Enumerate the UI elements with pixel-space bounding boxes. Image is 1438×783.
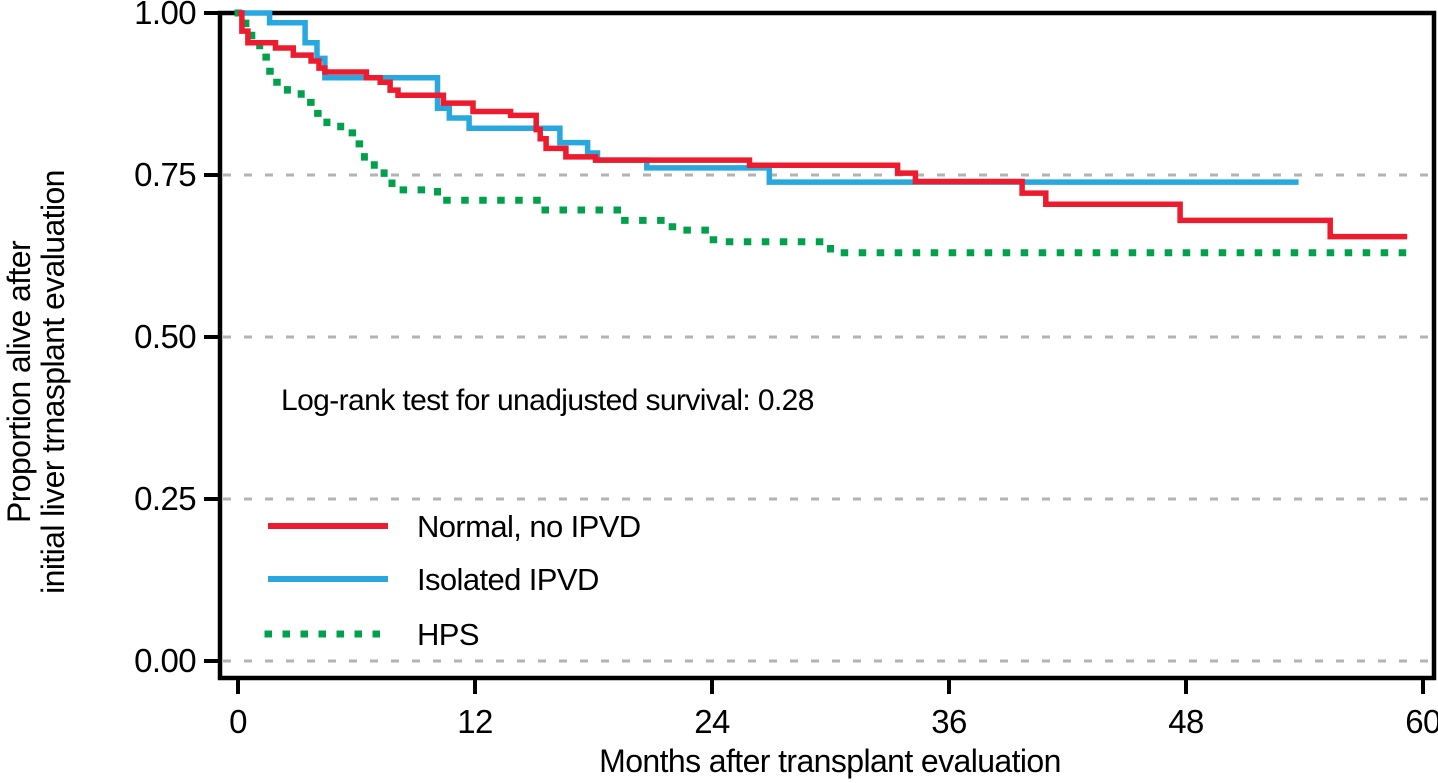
y-tick-label: 1.00 (134, 0, 196, 31)
x-axis-title: Months after transplant evaluation (599, 743, 1061, 779)
legend-item-hps: HPS (264, 617, 480, 652)
y-axis-title-line1: Proportion alive after (1, 240, 37, 523)
x-tick-label: 24 (694, 703, 730, 740)
x-tick-label: 48 (1168, 703, 1204, 740)
legend-label: Normal, no IPVD (417, 509, 641, 544)
legend-label: Isolated IPVD (417, 562, 599, 597)
y-axis-ticks (204, 11, 220, 663)
x-tick-label: 12 (457, 703, 493, 740)
x-tick-label: 0 (229, 703, 247, 740)
y-tick-label: 0.50 (134, 318, 196, 355)
legend-label: HPS (417, 617, 479, 652)
survival-curves (234, 9, 1415, 257)
log-rank-annotation: Log-rank test for unadjusted survival: 0… (281, 384, 814, 417)
curve-hps (234, 9, 1415, 257)
x-tick-labels: 0 12 24 36 48 60 (229, 703, 1438, 740)
legend: Normal, no IPVD Isolated IPVD HPS (264, 509, 641, 652)
x-axis-ticks (236, 678, 1425, 694)
x-tick-label: 36 (931, 703, 967, 740)
x-tick-label: 60 (1405, 703, 1438, 740)
y-tick-label: 0.00 (134, 642, 196, 679)
legend-item-normal-no-ipvd: Normal, no IPVD (268, 509, 641, 544)
y-tick-label: 0.25 (134, 480, 196, 517)
curve-normal-no-ipvd (238, 10, 1408, 240)
y-tick-labels: 1.00 0.75 0.50 0.25 0.00 (134, 0, 197, 679)
y-tick-label: 0.75 (134, 156, 196, 193)
legend-item-isolated-ipvd: Isolated IPVD (268, 562, 599, 597)
plot-border (217, 10, 1437, 681)
y-axis-title-line2: initial liver trnasplant evaluation (35, 170, 71, 594)
